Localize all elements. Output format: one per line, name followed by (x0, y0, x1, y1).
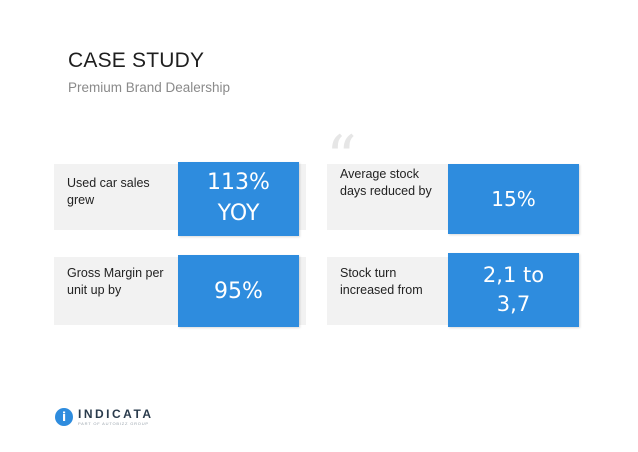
page-subtitle: Premium Brand Dealership (68, 80, 231, 95)
stat-label: Stock turn increased from (340, 266, 423, 297)
stat-card-average-stock-days: Average stock days reduced by 15% (327, 164, 579, 234)
stat-value-line: 2,1 to (482, 262, 545, 287)
stat-value-line: 113% (207, 170, 270, 196)
stat-value-line: 15% (491, 187, 536, 211)
page-title: CASE STUDY (68, 49, 205, 72)
indicata-logo: i INDICATA PART OF AUTOBIZZ GROUP (55, 405, 154, 429)
stat-value-line: 95% (214, 278, 263, 304)
stat-value-box: 95% (178, 255, 299, 327)
stat-label: Gross Margin per unit up by (67, 266, 164, 297)
stat-card-used-car-sales: Used car sales grew 113% YOY (54, 162, 306, 236)
stat-card-gross-margin: Gross Margin per unit up by 95% (54, 255, 306, 327)
logo-name: INDICATA (78, 407, 154, 421)
stat-label: Average stock days reduced by (340, 167, 432, 198)
stat-value-line: 3,7 (496, 292, 531, 316)
stat-value-box: 2,1 to 3,7 (448, 253, 579, 327)
stat-value-box: 15% (448, 164, 579, 234)
logo-tagline: PART OF AUTOBIZZ GROUP (78, 421, 149, 426)
stat-value-box: 113% YOY (178, 162, 299, 236)
stat-label: Used car sales grew (67, 176, 150, 207)
indicata-logo-icon: i (55, 408, 73, 426)
stat-value-line: YOY (217, 201, 260, 226)
stat-card-stock-turn: Stock turn increased from 2,1 to 3,7 (327, 253, 579, 327)
